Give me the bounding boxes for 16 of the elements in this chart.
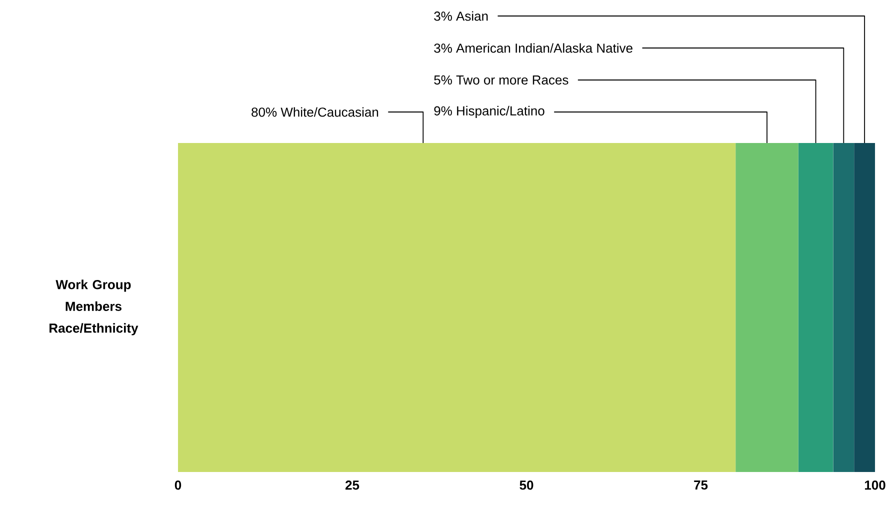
x-tick-label: 75 (694, 480, 708, 490)
bar (736, 143, 798, 472)
text: 5% Two or more Races (434, 75, 568, 85)
x-tick-label: 50 (520, 480, 534, 490)
text: 3% Asian (434, 11, 488, 21)
x-tick-label: 25 (345, 480, 360, 490)
x-tick-label: 0 (174, 480, 182, 490)
text: 80% White/Caucasian (252, 107, 378, 117)
bar (798, 143, 834, 472)
y-tick-label: Work Group Members Race/Ethnicity (50, 280, 138, 336)
bar (178, 143, 736, 472)
x-tick-label: 100 (864, 480, 886, 490)
bar (854, 143, 876, 472)
bar (833, 143, 854, 472)
text: 3% American Indian/Alaska Native (434, 43, 632, 53)
text: 9% Hispanic/Latino (434, 106, 544, 118)
